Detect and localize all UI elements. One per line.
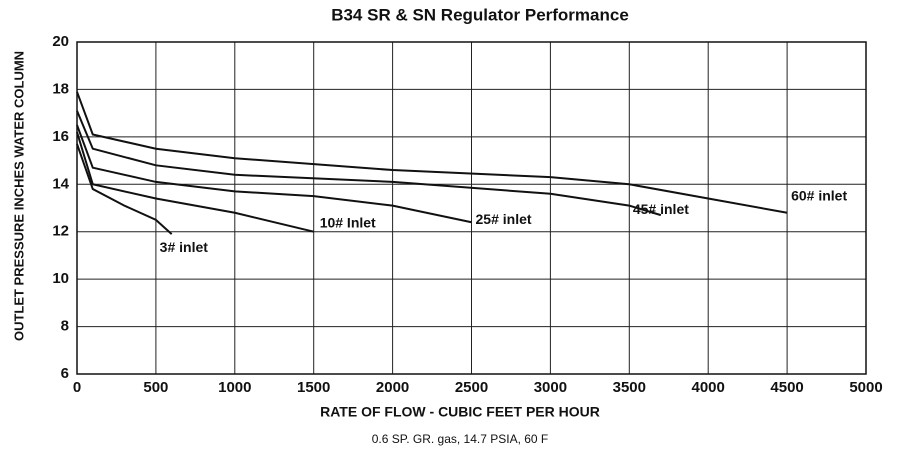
chart-title: B34 SR & SN Regulator Performance (331, 5, 629, 24)
y-tick-label: 16 (52, 128, 69, 145)
x-tick-label: 2500 (455, 379, 488, 396)
y-tick-label: 20 (52, 33, 69, 50)
x-tick-label: 5000 (849, 379, 882, 396)
y-tick-label: 8 (61, 318, 69, 335)
y-tick-label: 14 (52, 175, 69, 192)
plot-frame (76, 41, 867, 375)
x-axis-label: RATE OF FLOW - CUBIC FEET PER HOUR (320, 404, 600, 420)
series-line (76, 124, 472, 224)
x-tick-label: 1500 (297, 379, 330, 396)
series-line (76, 91, 788, 214)
series-line (76, 110, 662, 217)
y-tick-label: 6 (61, 365, 69, 382)
x-tick-label: 4500 (770, 379, 803, 396)
y-tick-label: 18 (52, 80, 69, 97)
x-tick-label: 500 (143, 379, 168, 396)
x-tick-label: 3500 (613, 379, 646, 396)
series-label: 60# inlet (791, 187, 847, 203)
y-tick-label: 12 (52, 223, 69, 240)
x-tick-label: 4000 (692, 379, 725, 396)
series-label: 45# inlet (633, 201, 689, 217)
y-tick-label: 10 (52, 270, 69, 287)
series-line (76, 143, 173, 235)
note: 0.6 SP. GR. gas, 14.7 PSIA, 60 F (372, 432, 549, 446)
y-axis-label: OUTLET PRESSURE INCHES WATER COLUMN (11, 51, 26, 341)
x-tick-label: 1000 (218, 379, 251, 396)
x-tick-label: 0 (73, 379, 81, 396)
series-label: 3# inlet (160, 239, 209, 255)
series-line (76, 131, 314, 233)
series-label: 10# Inlet (320, 214, 376, 230)
x-tick-label: 2000 (376, 379, 409, 396)
x-tick-label: 3000 (534, 379, 567, 396)
series-label: 25# inlet (476, 211, 532, 227)
